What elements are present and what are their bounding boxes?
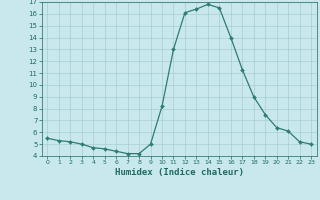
X-axis label: Humidex (Indice chaleur): Humidex (Indice chaleur) [115,168,244,177]
